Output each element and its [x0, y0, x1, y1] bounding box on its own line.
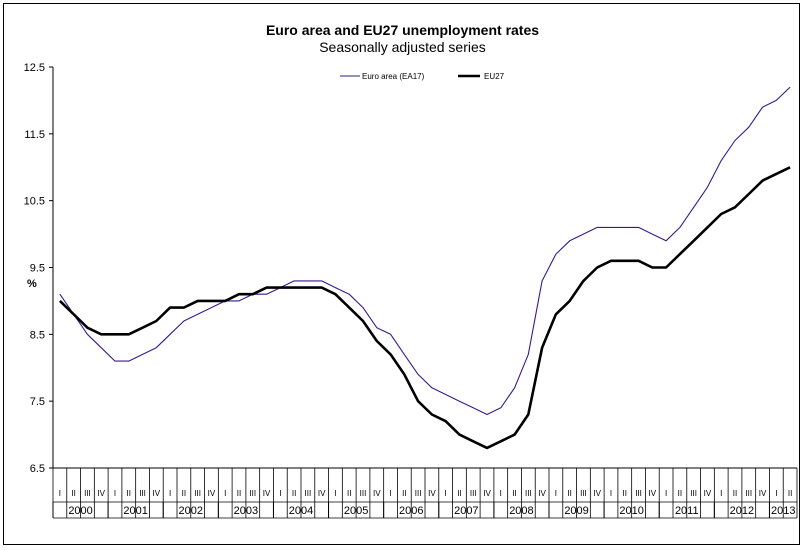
x-quarter-label: IV: [373, 489, 381, 498]
x-quarter-label: IV: [538, 489, 546, 498]
x-quarter-label: II: [623, 489, 627, 498]
x-quarter-label: II: [237, 489, 241, 498]
y-tick-label: 6.5: [30, 463, 45, 475]
x-quarter-label: IV: [318, 489, 326, 498]
x-quarter-label: III: [194, 489, 201, 498]
y-tick-label: 9.5: [30, 263, 45, 275]
legend-label: EU27: [484, 72, 505, 81]
y-tick-label: 10.5: [24, 196, 45, 208]
x-year-label: 2011: [675, 505, 699, 517]
x-quarter-label: I: [610, 489, 612, 498]
x-year-label: 2007: [454, 505, 478, 517]
x-quarter-label: III: [470, 489, 477, 498]
x-quarter-label: IV: [428, 489, 436, 498]
x-year-label: 2010: [619, 505, 643, 517]
x-quarter-label: I: [224, 489, 226, 498]
x-quarter-label: III: [525, 489, 532, 498]
x-quarter-label: I: [114, 489, 116, 498]
x-quarter-label: III: [84, 489, 91, 498]
x-quarter-label: IV: [759, 489, 767, 498]
x-quarter-label: III: [305, 489, 312, 498]
y-tick-label: 12.5: [24, 62, 45, 74]
x-year-label: 2012: [730, 505, 754, 517]
x-quarter-label: I: [665, 489, 667, 498]
chart-title: Euro area and EU27 unemployment rates: [265, 22, 540, 38]
x-quarter-label: IV: [483, 489, 491, 498]
x-year-label: 2002: [179, 505, 203, 517]
x-year-label: 2004: [289, 505, 313, 517]
x-quarter-label: II: [733, 489, 737, 498]
y-tick-label: 11.5: [24, 129, 45, 141]
x-quarter-label: I: [59, 489, 61, 498]
x-quarter-label: II: [457, 489, 461, 498]
x-quarter-label: II: [347, 489, 351, 498]
y-axis-label: %: [27, 278, 37, 290]
x-quarter-label: III: [360, 489, 367, 498]
x-quarter-label: I: [445, 489, 447, 498]
series-line-eu27: [58, 166, 791, 450]
x-quarter-label: IV: [97, 489, 105, 498]
x-quarter-label: III: [580, 489, 587, 498]
x-quarter-label: III: [415, 489, 422, 498]
x-quarter-label: II: [512, 489, 516, 498]
x-quarter-label: III: [745, 489, 752, 498]
x-quarter-label: II: [182, 489, 186, 498]
x-quarter-label: I: [334, 489, 336, 498]
x-quarter-label: I: [720, 489, 722, 498]
x-quarter-label: I: [555, 489, 557, 498]
x-quarter-label: II: [127, 489, 131, 498]
x-quarter-label: IV: [263, 489, 271, 498]
x-quarter-label: II: [567, 489, 571, 498]
x-year-label: 2009: [564, 505, 588, 517]
x-quarter-label: I: [775, 489, 777, 498]
x-quarter-label: I: [389, 489, 391, 498]
x-quarter-label: III: [139, 489, 146, 498]
x-quarter-label: IV: [208, 489, 216, 498]
x-quarter-label: IV: [704, 489, 712, 498]
x-quarter-label: III: [249, 489, 256, 498]
x-quarter-label: I: [169, 489, 171, 498]
chart-subtitle: Seasonally adjusted series: [319, 39, 486, 55]
x-quarter-label: I: [500, 489, 502, 498]
series-line-euro-area: [59, 86, 791, 416]
x-quarter-label: II: [402, 489, 406, 498]
x-year-label: 2006: [399, 505, 423, 517]
x-year-label: 2008: [509, 505, 533, 517]
x-quarter-label: III: [690, 489, 697, 498]
x-quarter-label: II: [292, 489, 296, 498]
x-year-label: 2013: [771, 505, 795, 517]
x-quarter-label: II: [71, 489, 75, 498]
legend-label: Euro area (EA17): [362, 72, 425, 81]
x-year-label: 2001: [123, 505, 147, 517]
x-quarter-label: IV: [649, 489, 657, 498]
x-year-label: 2005: [344, 505, 368, 517]
x-quarter-label: II: [678, 489, 682, 498]
x-year-label: 2000: [68, 505, 92, 517]
x-quarter-label: II: [788, 489, 792, 498]
x-quarter-label: IV: [593, 489, 601, 498]
x-quarter-label: IV: [153, 489, 161, 498]
x-quarter-label: III: [635, 489, 642, 498]
chart-frame: [3, 3, 800, 545]
y-tick-label: 7.5: [30, 396, 45, 408]
x-quarter-label: I: [279, 489, 281, 498]
y-tick-label: 8.5: [30, 329, 45, 341]
x-year-label: 2003: [234, 505, 258, 517]
